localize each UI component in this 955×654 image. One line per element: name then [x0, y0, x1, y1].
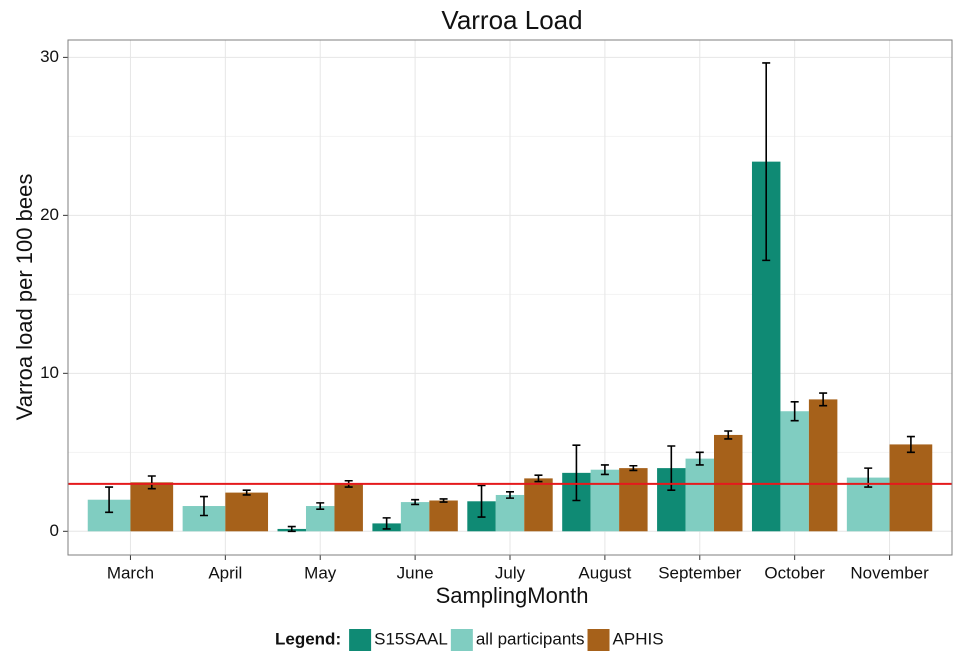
legend-swatch	[587, 629, 610, 651]
y-tick-label: 0	[50, 521, 59, 540]
bar	[429, 500, 458, 532]
legend-label: all participants	[476, 629, 585, 648]
y-tick-label: 20	[40, 205, 59, 224]
plot-border	[67, 39, 953, 556]
bar	[130, 482, 174, 532]
x-tick-label: June	[397, 563, 434, 582]
chart-title: Varroa Load	[441, 5, 582, 35]
bar	[305, 506, 335, 532]
y-axis-label: Varroa load per 100 bees	[12, 174, 37, 421]
error-bar	[790, 400, 799, 422]
bar	[780, 411, 809, 532]
error-bar	[439, 498, 448, 503]
legend-label: S15SAAL	[374, 629, 448, 648]
bar	[889, 444, 933, 532]
error-bar	[105, 486, 114, 514]
x-tick-label: April	[208, 563, 242, 582]
error-bar	[572, 444, 581, 502]
error-bar	[382, 517, 391, 530]
x-tick-label: September	[658, 563, 741, 582]
bar	[225, 492, 269, 532]
error-bar	[819, 392, 828, 407]
bar	[524, 478, 553, 532]
error-bar	[906, 435, 915, 454]
bar	[495, 494, 525, 532]
error-bar	[199, 495, 208, 517]
y-tick-label: 10	[40, 363, 59, 382]
legend-swatch	[349, 629, 372, 651]
error-bar	[506, 491, 514, 499]
x-tick-label: November	[850, 563, 929, 582]
bar	[619, 468, 648, 532]
error-bar	[147, 475, 156, 490]
bar	[685, 458, 715, 532]
error-bar	[316, 502, 325, 510]
x-tick-label: May	[304, 563, 337, 582]
bar	[400, 502, 430, 532]
error-bar	[667, 445, 676, 492]
legend-title: Legend:	[275, 629, 341, 648]
error-bar	[287, 525, 296, 533]
error-bar	[724, 430, 733, 440]
error-bar	[762, 62, 771, 262]
error-bar	[600, 464, 609, 476]
bar	[808, 399, 838, 532]
x-tick-label: August	[578, 563, 631, 582]
bar	[334, 483, 363, 532]
error-bar	[629, 464, 638, 472]
error-bar	[411, 498, 420, 506]
x-tick-label: July	[495, 563, 526, 582]
x-tick-label: March	[107, 563, 154, 582]
error-bar	[534, 474, 543, 483]
x-tick-label: October	[764, 563, 825, 582]
legend-label: APHIS	[613, 629, 664, 648]
error-bar	[695, 451, 704, 466]
x-axis-label: SamplingMonth	[436, 583, 589, 608]
bar	[590, 469, 620, 532]
legend-swatch	[450, 629, 473, 651]
error-bar	[477, 484, 486, 518]
error-bar	[242, 489, 251, 496]
y-tick-label: 30	[40, 47, 59, 66]
